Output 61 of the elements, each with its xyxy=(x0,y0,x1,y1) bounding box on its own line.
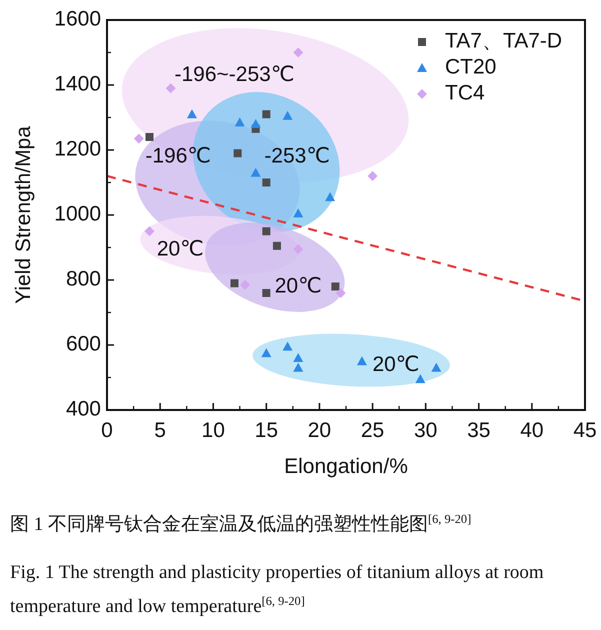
legend-label: CT20 xyxy=(445,56,496,79)
annotation: 20℃ xyxy=(274,274,322,298)
point xyxy=(293,244,304,254)
x-tick-label: 15 xyxy=(254,419,278,442)
point xyxy=(293,208,304,218)
x-tick-label: 20 xyxy=(308,419,332,442)
y-tick-label: 600 xyxy=(66,332,101,356)
point xyxy=(262,227,270,236)
x-tick-label: 30 xyxy=(414,419,438,442)
point xyxy=(240,280,250,290)
point xyxy=(250,168,261,177)
point xyxy=(262,110,270,118)
point xyxy=(134,134,144,144)
legend-label: TC4 xyxy=(445,82,485,105)
point xyxy=(293,362,304,372)
point xyxy=(234,117,245,126)
caption: 图 1 不同牌号钛合金在室温及低温的强塑性性能图$^{[6, 9-20]}$ xyxy=(10,512,472,535)
x-tick-label: 25 xyxy=(360,419,384,442)
annotation: -196~-253℃ xyxy=(174,62,294,86)
x-tick-label: 10 xyxy=(202,419,225,442)
annotation: 20℃ xyxy=(156,238,204,261)
point xyxy=(293,48,304,58)
point xyxy=(250,119,261,128)
y-tick-label: 800 xyxy=(66,268,101,291)
x-tick-label: 45 xyxy=(573,419,597,442)
legend-label: TA7、TA7-D xyxy=(445,30,562,53)
point xyxy=(293,353,304,362)
annotation: -196℃ xyxy=(145,144,211,168)
point xyxy=(262,178,270,186)
point xyxy=(282,110,293,120)
x-tick-label: 0 xyxy=(101,419,113,442)
point xyxy=(230,279,238,288)
x-tick-label: 35 xyxy=(467,419,490,442)
point xyxy=(282,342,293,351)
point xyxy=(325,192,336,202)
x-tick-label: 5 xyxy=(154,419,166,442)
y-axis-title: Yield Strength/Mpa xyxy=(12,126,35,304)
x-axis-title: Elongation/% xyxy=(284,455,408,478)
point xyxy=(356,356,367,366)
point xyxy=(368,171,378,181)
y-tick-label: 1000 xyxy=(54,202,101,226)
y-tick-label: 1600 xyxy=(54,8,101,31)
caption: Fig. 1 The strength and plasticity properties of titanium alloys at room temperature and low temperature$^{[6, 9-20]}$ xyxy=(10,562,544,617)
point xyxy=(145,133,154,141)
point xyxy=(431,362,442,372)
y-tick-label: 1200 xyxy=(54,138,101,161)
point xyxy=(272,242,281,250)
point xyxy=(166,83,176,94)
point xyxy=(415,374,426,384)
annotation: -253℃ xyxy=(264,144,330,168)
annotation: 20℃ xyxy=(372,353,420,376)
point xyxy=(261,348,272,358)
point xyxy=(336,288,346,298)
y-tick-label: 1400 xyxy=(54,72,101,96)
y-tick-label: 400 xyxy=(66,398,101,421)
point xyxy=(262,289,270,297)
x-tick-label: 40 xyxy=(520,419,544,442)
point xyxy=(234,149,242,158)
point xyxy=(186,109,197,118)
point xyxy=(331,282,340,290)
point xyxy=(144,226,154,236)
